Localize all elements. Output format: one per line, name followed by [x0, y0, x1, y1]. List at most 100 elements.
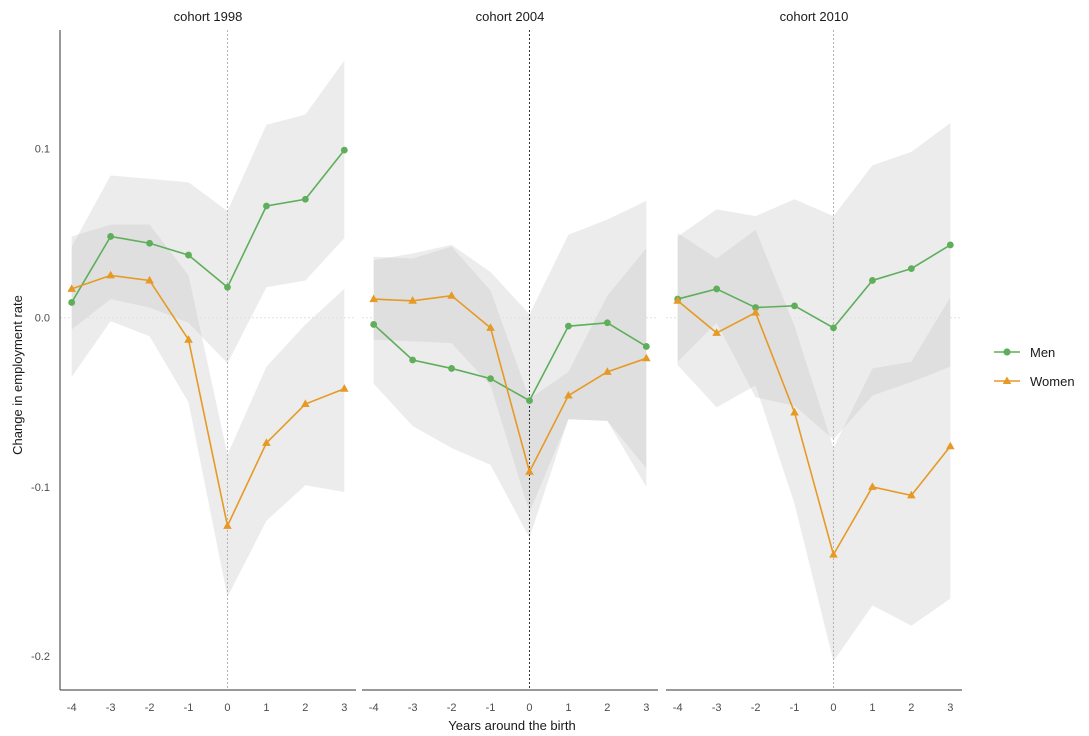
- x-tick-label: -3: [712, 702, 722, 714]
- x-tick-label: -2: [751, 702, 761, 714]
- x-tick-label: 0: [526, 702, 532, 714]
- y-tick-label: -0.1: [31, 482, 50, 494]
- x-tick-label: -1: [486, 702, 496, 714]
- legend-women-marker: [1002, 376, 1012, 384]
- men-point: [448, 365, 455, 372]
- women-point: [525, 467, 534, 475]
- men-series-line: [677, 244, 951, 329]
- women-point: [67, 284, 76, 292]
- x-tick-label: 2: [604, 702, 610, 714]
- legend: Men Women: [994, 345, 1075, 389]
- legend-item-women: Women: [994, 374, 1075, 389]
- men-point: [642, 343, 650, 350]
- panels-layer: cohort 1998 -4 -3 -2 -1 0 1 2 3 cohort 2004 -4 -3 -2…: [59, 9, 962, 714]
- x-tick-label: 3: [947, 702, 953, 714]
- men-point: [370, 321, 378, 328]
- men-point: [603, 319, 611, 327]
- panel-3: cohort 2010 -4 -3 -2 -1 0 1 2 3: [666, 9, 962, 714]
- x-tick-label: 3: [643, 702, 649, 714]
- women-point: [868, 482, 877, 490]
- panel-2: cohort 2004 -4 -3 -2 -1 0 1 2 3: [362, 9, 658, 714]
- legend-women-label: Women: [1030, 374, 1075, 389]
- women-point: [106, 270, 115, 279]
- x-tick-label: 1: [565, 702, 571, 714]
- men-point: [907, 265, 915, 273]
- women-point: [907, 490, 916, 499]
- women-point: [340, 384, 349, 392]
- women-point: [145, 275, 154, 284]
- women-point: [184, 335, 193, 343]
- men-point: [146, 239, 153, 247]
- women-point: [603, 367, 612, 375]
- women-point: [642, 353, 651, 362]
- men-confidence-band: [677, 123, 951, 440]
- men-confidence-band: [71, 60, 345, 364]
- y-tick-label: -0.2: [31, 651, 50, 663]
- men-point: [107, 233, 115, 240]
- women-point: [447, 291, 456, 299]
- men-point: [946, 241, 954, 249]
- women-series-line: [71, 274, 345, 529]
- x-tick-label: -1: [184, 702, 194, 714]
- women-confidence-band: [71, 224, 345, 597]
- men-series-line: [373, 321, 647, 402]
- x-tick-label: 1: [869, 702, 875, 714]
- x-tick-label: 3: [341, 702, 347, 714]
- y-tick-label: 0.0: [35, 313, 50, 325]
- men-point: [713, 285, 721, 293]
- men-point: [526, 397, 533, 405]
- women-series-line: [677, 300, 951, 557]
- women-confidence-band: [677, 229, 951, 662]
- x-tick-label: -3: [106, 702, 116, 714]
- women-point: [369, 294, 378, 303]
- women-point: [829, 550, 838, 558]
- x-tick-label: -4: [369, 702, 379, 714]
- panel-title: cohort 2004: [476, 9, 545, 24]
- men-point: [224, 283, 231, 291]
- x-axis-title: Years around the birth: [448, 718, 575, 733]
- x-tick-label: -4: [673, 702, 683, 714]
- women-point: [712, 328, 721, 336]
- y-tick-label: 0.1: [35, 143, 50, 155]
- men-point: [340, 146, 348, 154]
- men-point: [68, 299, 76, 306]
- men-point: [565, 322, 572, 330]
- men-confidence-band: [373, 200, 647, 538]
- x-tick-label: 0: [830, 702, 836, 714]
- panel-title: cohort 1998: [174, 9, 243, 24]
- men-point: [487, 375, 494, 383]
- legend-men-label: Men: [1030, 345, 1055, 360]
- men-point: [263, 202, 270, 210]
- men-series-line: [70, 149, 345, 303]
- legend-men-marker: [1003, 348, 1011, 356]
- women-point: [486, 323, 495, 331]
- men-point: [752, 304, 759, 311]
- women-point: [751, 308, 760, 316]
- y-axis-title: Change in employment rate: [10, 295, 25, 455]
- x-tick-label: -3: [408, 702, 418, 714]
- men-point: [301, 195, 309, 203]
- legend-item-men: Men: [994, 345, 1055, 360]
- women-confidence-band: [373, 246, 647, 513]
- panel-1: cohort 1998 -4 -3 -2 -1 0 1 2 3: [59, 9, 356, 714]
- men-point: [791, 302, 798, 310]
- x-tick-label: -4: [67, 702, 77, 714]
- x-tick-label: -2: [145, 702, 155, 714]
- x-tick-label: -1: [790, 702, 800, 714]
- women-point: [408, 296, 417, 304]
- x-tick-label: -2: [447, 702, 457, 714]
- y-tick-labels: -0.2 -0.1 0.0 0.1: [31, 143, 50, 663]
- women-point: [262, 438, 271, 446]
- x-tick-label: 2: [302, 702, 308, 714]
- men-point: [830, 324, 837, 332]
- panel-title: cohort 2010: [780, 9, 849, 24]
- x-tick-label: 2: [908, 702, 914, 714]
- women-point: [564, 390, 573, 399]
- x-tick-label: 0: [224, 702, 230, 714]
- men-point: [185, 251, 192, 259]
- women-series-line: [373, 294, 647, 474]
- women-point: [790, 407, 799, 416]
- women-point: [673, 296, 682, 304]
- men-point: [409, 356, 417, 364]
